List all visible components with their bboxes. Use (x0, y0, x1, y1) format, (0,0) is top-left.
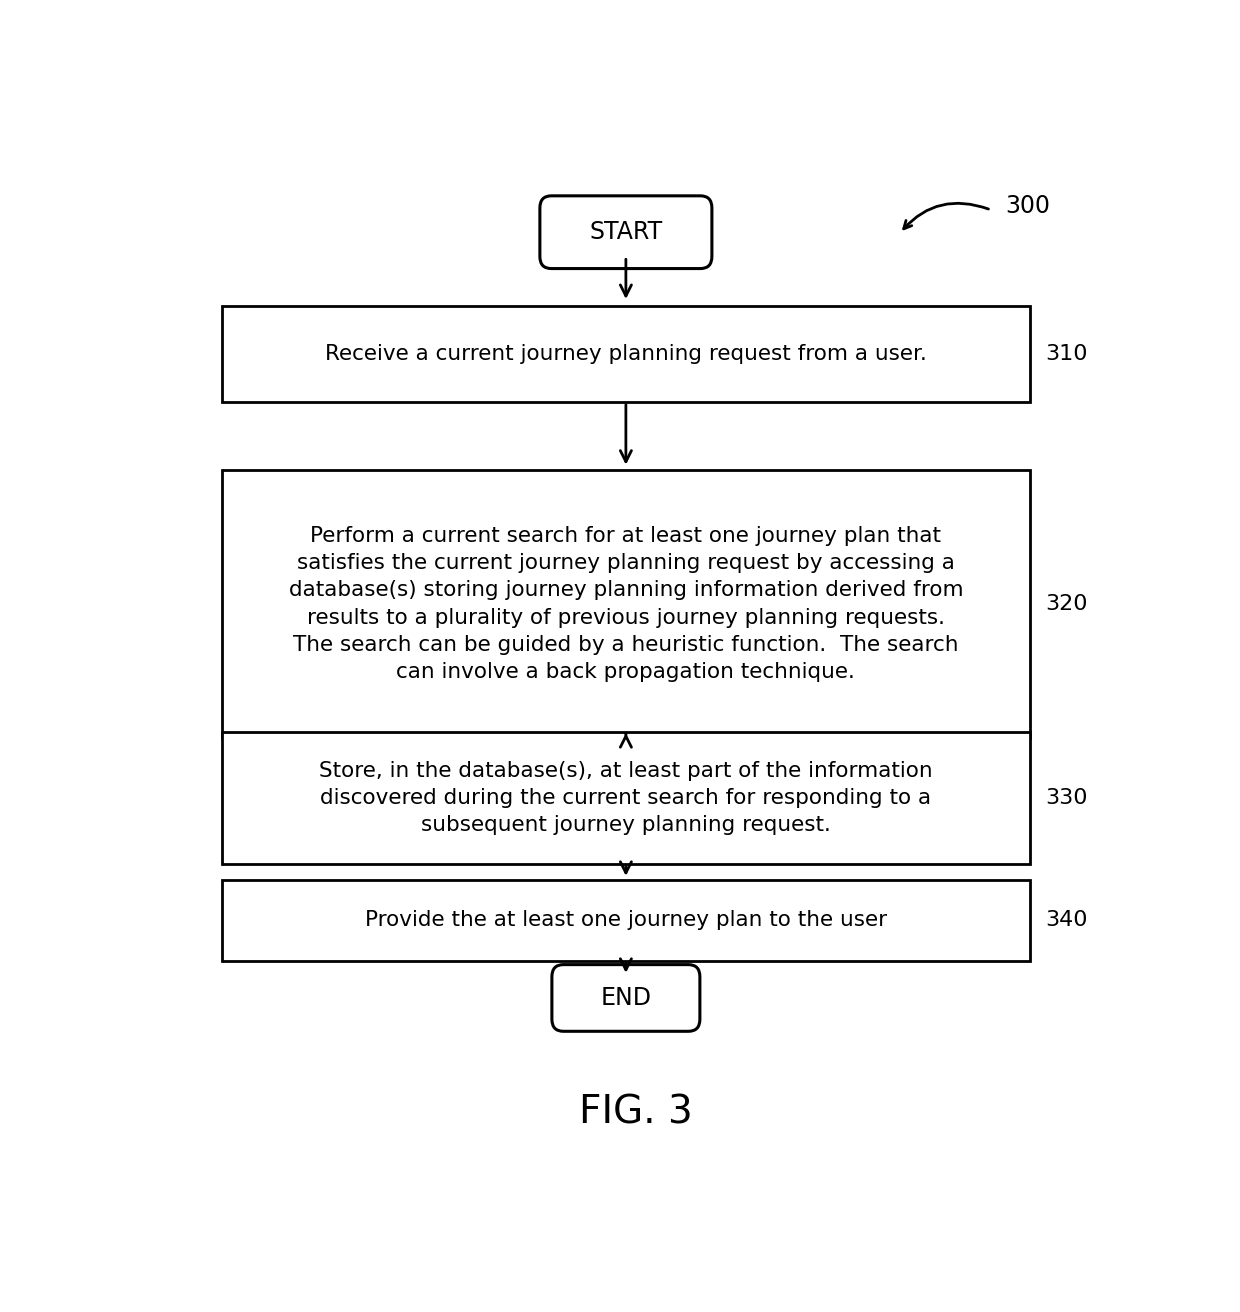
Text: 300: 300 (1006, 194, 1050, 218)
FancyBboxPatch shape (552, 964, 699, 1031)
Text: 330: 330 (1045, 789, 1087, 808)
Text: 310: 310 (1045, 345, 1087, 365)
Text: Perform a current search for at least one journey plan that
satisfies the curren: Perform a current search for at least on… (289, 526, 963, 682)
Text: Receive a current journey planning request from a user.: Receive a current journey planning reque… (325, 345, 926, 365)
Text: FIG. 3: FIG. 3 (579, 1093, 692, 1131)
FancyBboxPatch shape (222, 470, 1029, 737)
Text: Store, in the database(s), at least part of the information
discovered during th: Store, in the database(s), at least part… (319, 761, 932, 836)
Text: Provide the at least one journey plan to the user: Provide the at least one journey plan to… (365, 911, 887, 930)
FancyBboxPatch shape (222, 732, 1029, 863)
FancyBboxPatch shape (222, 880, 1029, 960)
FancyBboxPatch shape (539, 195, 712, 269)
FancyBboxPatch shape (222, 307, 1029, 403)
Text: 320: 320 (1045, 594, 1087, 614)
Text: END: END (600, 985, 651, 1010)
Text: 340: 340 (1045, 911, 1087, 930)
Text: START: START (589, 220, 662, 244)
